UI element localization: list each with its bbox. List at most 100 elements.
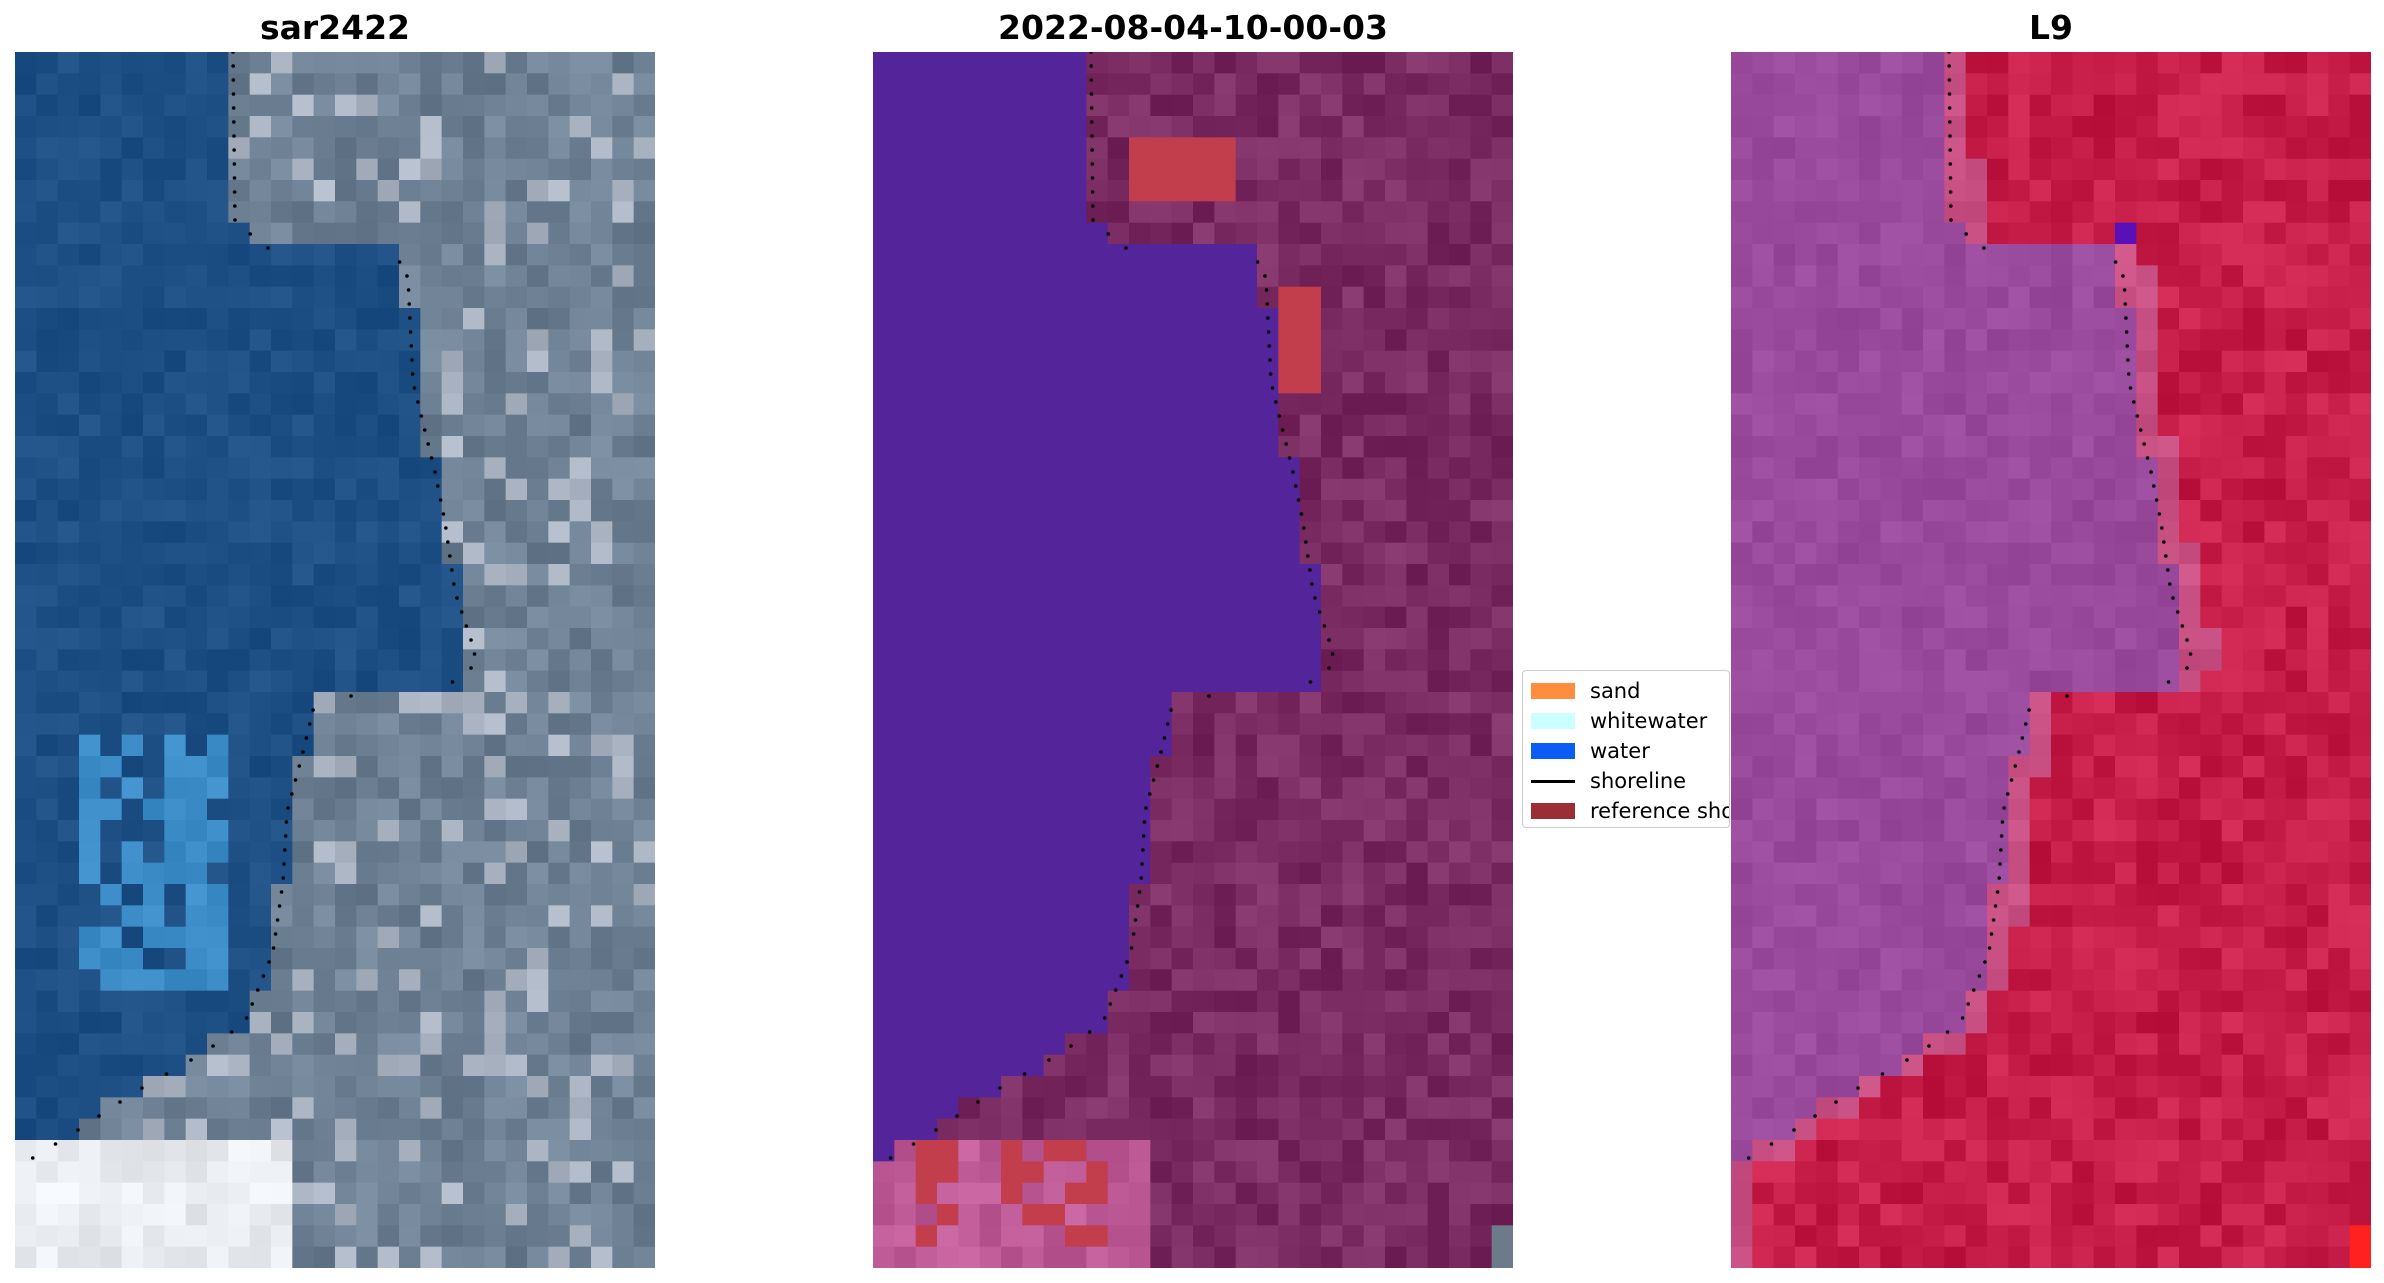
- image-pixel: [121, 137, 144, 160]
- image-pixel: [1150, 564, 1173, 586]
- image-pixel: [164, 841, 187, 864]
- image-pixel: [1944, 542, 1967, 565]
- image-pixel: [1214, 329, 1237, 352]
- image-pixel: [1795, 905, 1817, 928]
- image-pixel: [591, 862, 613, 885]
- image-pixel: [1406, 990, 1429, 1013]
- image-pixel: [2349, 1012, 2371, 1034]
- image-pixel: [1342, 500, 1365, 522]
- image-pixel: [1795, 308, 1817, 330]
- image-pixel: [873, 777, 895, 800]
- image-pixel: [2051, 862, 2073, 885]
- image-pixel: [121, 585, 144, 608]
- image-pixel: [292, 308, 315, 330]
- image-pixel: [2093, 180, 2116, 202]
- image-pixel: [1923, 116, 1945, 138]
- image-pixel: [633, 201, 655, 224]
- image-pixel: [1235, 393, 1258, 416]
- image-pixel: [1257, 692, 1279, 714]
- image-pixel: [1470, 158, 1493, 181]
- image-pixel: [1299, 436, 1322, 458]
- image-pixel: [569, 244, 592, 266]
- image-pixel: [505, 500, 528, 522]
- image-pixel: [1449, 1182, 1471, 1205]
- image-pixel: [1171, 756, 1194, 778]
- image-pixel: [1987, 649, 2009, 672]
- image-pixel: [1214, 606, 1237, 629]
- image-pixel: [1043, 73, 1066, 96]
- image-pixel: [915, 1076, 938, 1098]
- image-pixel: [1107, 457, 1130, 480]
- image-pixel: [185, 414, 208, 437]
- image-pixel: [143, 244, 165, 266]
- image-pixel: [1193, 926, 1215, 949]
- image-pixel: [271, 969, 293, 992]
- image-pixel: [1193, 1118, 1215, 1141]
- image-pixel: [915, 841, 938, 864]
- image-pixel: [505, 1204, 528, 1226]
- image-pixel: [2328, 158, 2351, 181]
- image-pixel: [2008, 969, 2031, 992]
- image-pixel: [1278, 500, 1301, 522]
- image-pixel: [420, 713, 443, 736]
- image-pixel: [1193, 414, 1215, 437]
- image-pixel: [2179, 798, 2201, 821]
- image-pixel: [335, 244, 357, 266]
- image-pixel: [505, 990, 528, 1013]
- image-pixel: [2221, 905, 2244, 928]
- image-pixel: [420, 350, 443, 373]
- image-pixel: [2307, 478, 2329, 501]
- image-pixel: [2157, 1012, 2180, 1034]
- image-pixel: [185, 286, 208, 309]
- image-pixel: [15, 1076, 37, 1098]
- image-pixel: [441, 73, 464, 96]
- image-pixel: [548, 73, 571, 96]
- image-pixel: [1385, 862, 1407, 885]
- image-pixel: [441, 692, 464, 714]
- image-pixel: [1043, 628, 1066, 650]
- image-pixel: [612, 436, 635, 458]
- image-pixel: [228, 244, 251, 266]
- image-pixel: [1086, 457, 1109, 480]
- image-pixel: [2307, 500, 2329, 522]
- shoreline-point: [1151, 778, 1156, 782]
- image-pixel: [1773, 606, 1796, 629]
- image-pixel: [164, 948, 187, 970]
- image-pixel: [2093, 52, 2116, 74]
- image-pixel: [1731, 798, 1753, 821]
- image-pixel: [2264, 265, 2287, 288]
- image-pixel: [1235, 180, 1258, 202]
- image-pixel: [100, 94, 123, 117]
- image-pixel: [271, 734, 293, 757]
- image-pixel: [1901, 116, 1924, 138]
- image-pixel: [894, 201, 917, 224]
- image-pixel: [1859, 649, 1881, 672]
- shoreline-point: [1302, 526, 1306, 530]
- image-pixel: [1427, 948, 1450, 970]
- image-pixel: [1043, 756, 1066, 778]
- image-pixel: [1214, 137, 1237, 160]
- image-pixel: [505, 1246, 528, 1268]
- image-pixel: [2115, 350, 2137, 373]
- image-pixel: [1193, 1076, 1215, 1098]
- image-pixel: [121, 990, 144, 1013]
- image-pixel: [1859, 905, 1881, 928]
- image-pixel: [2008, 564, 2031, 586]
- image-pixel: [15, 1225, 37, 1248]
- image-pixel: [313, 265, 336, 288]
- shoreline-point: [1142, 820, 1147, 824]
- image-pixel: [1235, 1246, 1258, 1268]
- image-pixel: [1235, 756, 1258, 778]
- image-pixel: [1731, 1054, 1753, 1077]
- image-pixel: [79, 884, 101, 906]
- image-pixel: [2179, 585, 2201, 608]
- image-pixel: [1278, 798, 1301, 821]
- image-pixel: [873, 542, 895, 565]
- image-pixel: [2285, 414, 2308, 437]
- image-pixel: [1257, 265, 1279, 288]
- image-pixel: [1278, 1076, 1301, 1098]
- image-pixel: [1449, 52, 1471, 74]
- image-pixel: [915, 1054, 938, 1077]
- image-pixel: [937, 1076, 959, 1098]
- image-pixel: [143, 756, 165, 778]
